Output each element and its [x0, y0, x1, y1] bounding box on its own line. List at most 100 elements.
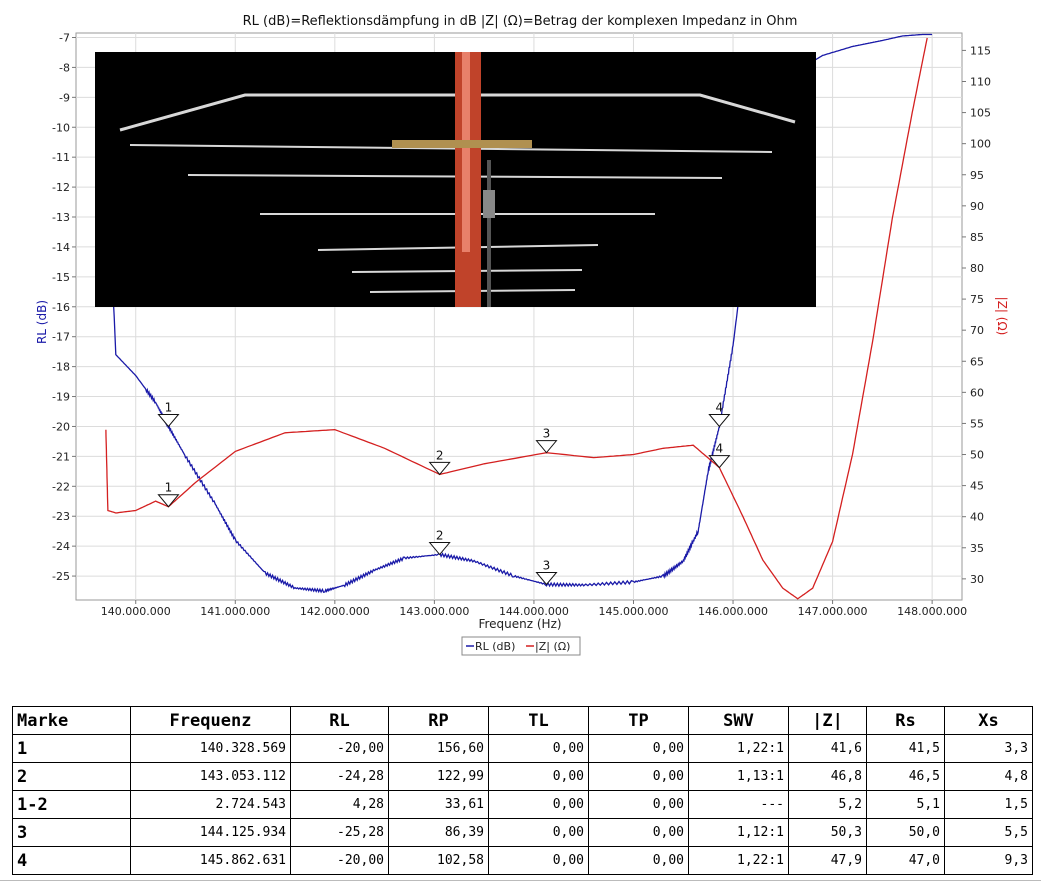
x-tick-label: 143.000.000: [399, 605, 469, 618]
y-axis-right-title: |Z| (Ω): [995, 297, 1009, 336]
table-cell: ---: [688, 790, 789, 819]
table-cell: 1,12:1: [688, 818, 789, 847]
y-right-tick-label: 45: [970, 480, 984, 493]
table-cell: 0,00: [488, 734, 589, 763]
table-cell: -20,00: [290, 846, 389, 875]
table-cell: 9,3: [944, 846, 1033, 875]
table-row: 3 144.125.934 -25,28 86,39 0,00 0,00 1,12:1 50,…: [12, 818, 1033, 847]
table-row: 1-2 2.724.543 4,28 33,61 0,00 0,00 --- 5,2 5,1 1,…: [12, 790, 1033, 819]
markers: 1 2 3 4 1 2 3 4: [157, 400, 731, 586]
table-cell: 3,3: [944, 734, 1033, 763]
y-left-tick-label: -13: [52, 211, 70, 224]
y-right-tick-label: 40: [970, 511, 984, 524]
header-rl: RL: [290, 706, 389, 735]
header-rs: Rs: [866, 706, 945, 735]
marker-triangle: [157, 494, 180, 508]
table-body: 1 140.328.569 -20,00 156,60 0,00 0,00 1,22:1 41…: [12, 734, 1033, 875]
y-right-tick-label: 95: [970, 169, 984, 182]
y-left-tick-label: -8: [59, 61, 70, 74]
table-row: 1 140.328.569 -20,00 156,60 0,00 0,00 1,22:1 41…: [12, 734, 1033, 763]
table-cell: 86,39: [388, 818, 489, 847]
table-cell: 1,22:1: [688, 846, 789, 875]
table-cell: 144.125.934: [130, 818, 291, 847]
table-cell: 33,61: [388, 790, 489, 819]
marker-label: 4: [716, 442, 724, 456]
y-left-tick-label: -15: [52, 271, 70, 284]
table-cell: 156,60: [388, 734, 489, 763]
x-tick-label: 144.000.000: [499, 605, 569, 618]
dipole-insulator: [392, 140, 532, 148]
y-right-tick-label: 35: [970, 542, 984, 555]
x-tick-label: 148.000.000: [897, 605, 967, 618]
y-right-tick-label: 90: [970, 200, 984, 213]
y-right-tick-label: 80: [970, 262, 984, 275]
y-left-tick-label: -17: [52, 331, 70, 344]
y-left-tick-label: -16: [52, 301, 70, 314]
table-cell: 0,00: [588, 734, 689, 763]
marker-label: 2: [436, 448, 444, 462]
table-cell: 0,00: [488, 762, 589, 791]
y-left-tick-label: -14: [52, 241, 70, 254]
table-cell: 0,00: [588, 790, 689, 819]
y-right-tick-label: 105: [970, 107, 991, 120]
marker-triangle: [535, 571, 558, 586]
legend-label-z: |Z| (Ω): [535, 640, 570, 653]
y-left-tick-label: -18: [52, 361, 70, 374]
y-left-tick-label: -23: [52, 510, 70, 523]
table-cell: 47,0: [866, 846, 945, 875]
y-right-tick-label: 85: [970, 231, 984, 244]
y-left-tick-label: -7: [59, 31, 70, 44]
table-cell: 50,0: [866, 818, 945, 847]
table-cell: 1,22:1: [688, 734, 789, 763]
mast-highlight: [462, 52, 470, 252]
table-cell: 46,5: [866, 762, 945, 791]
table-cell: 5,5: [944, 818, 1033, 847]
y-right-tick-label: 55: [970, 417, 984, 430]
antenna-element: [129, 144, 773, 153]
table-cell: 1,5: [944, 790, 1033, 819]
table-cell: 1: [12, 734, 131, 763]
y-axis-left-title: RL (dB): [35, 300, 49, 344]
y-left-tick-label: -21: [52, 450, 70, 463]
y-left-tick-label: -10: [52, 121, 70, 134]
marker-table: Marke Frequenz RL RP TL TP SWV |Z| Rs Xs…: [12, 706, 1033, 875]
table-cell: 46,8: [788, 762, 867, 791]
marker-label: 3: [543, 558, 551, 572]
header-tl: TL: [488, 706, 589, 735]
y-right-tick-label: 110: [970, 75, 991, 88]
y-right-tick-label: 65: [970, 355, 984, 368]
y-right-tick-label: 60: [970, 386, 984, 399]
y-right-tick-label: 100: [970, 138, 991, 151]
table-cell: 4: [12, 846, 131, 875]
feed-cable: [487, 160, 491, 307]
marker-triangle: [157, 413, 180, 428]
y-left-tick-label: -25: [52, 570, 70, 583]
legend-label-rl: RL (dB): [475, 640, 515, 653]
x-axis-title: Frequenz (Hz): [478, 617, 561, 631]
y-left-tick-label: -12: [52, 181, 70, 194]
table-header-row: Marke Frequenz RL RP TL TP SWV |Z| Rs Xs: [12, 706, 1033, 735]
header-frequenz: Frequenz: [130, 706, 291, 735]
header-marke: Marke: [12, 706, 131, 735]
header-rp: RP: [388, 706, 489, 735]
y-left-tick-label: -19: [52, 391, 70, 404]
x-tick-label: 147.000.000: [798, 605, 868, 618]
marker-triangle: [535, 440, 558, 454]
table-cell: 5,1: [866, 790, 945, 819]
y-left-tick-label: -11: [52, 151, 70, 164]
table-cell: 4,8: [944, 762, 1033, 791]
marker-triangle: [428, 542, 451, 556]
marker-label: 2: [436, 529, 444, 543]
table-cell: -20,00: [290, 734, 389, 763]
table-cell: 5,2: [788, 790, 867, 819]
axis-ticks: 140.000.000 141.000.000 142.000.000 143.000…: [52, 31, 991, 618]
header-xs: Xs: [944, 706, 1033, 735]
table-cell: 143.053.112: [130, 762, 291, 791]
legend: RL (dB) |Z| (Ω): [461, 636, 581, 656]
marker-triangle: [428, 461, 451, 476]
table-cell: 145.862.631: [130, 846, 291, 875]
legend-box: [461, 636, 581, 656]
y-left-tick-label: -22: [52, 480, 70, 493]
x-tick-label: 141.000.000: [200, 605, 270, 618]
y-right-tick-label: 30: [970, 573, 984, 586]
